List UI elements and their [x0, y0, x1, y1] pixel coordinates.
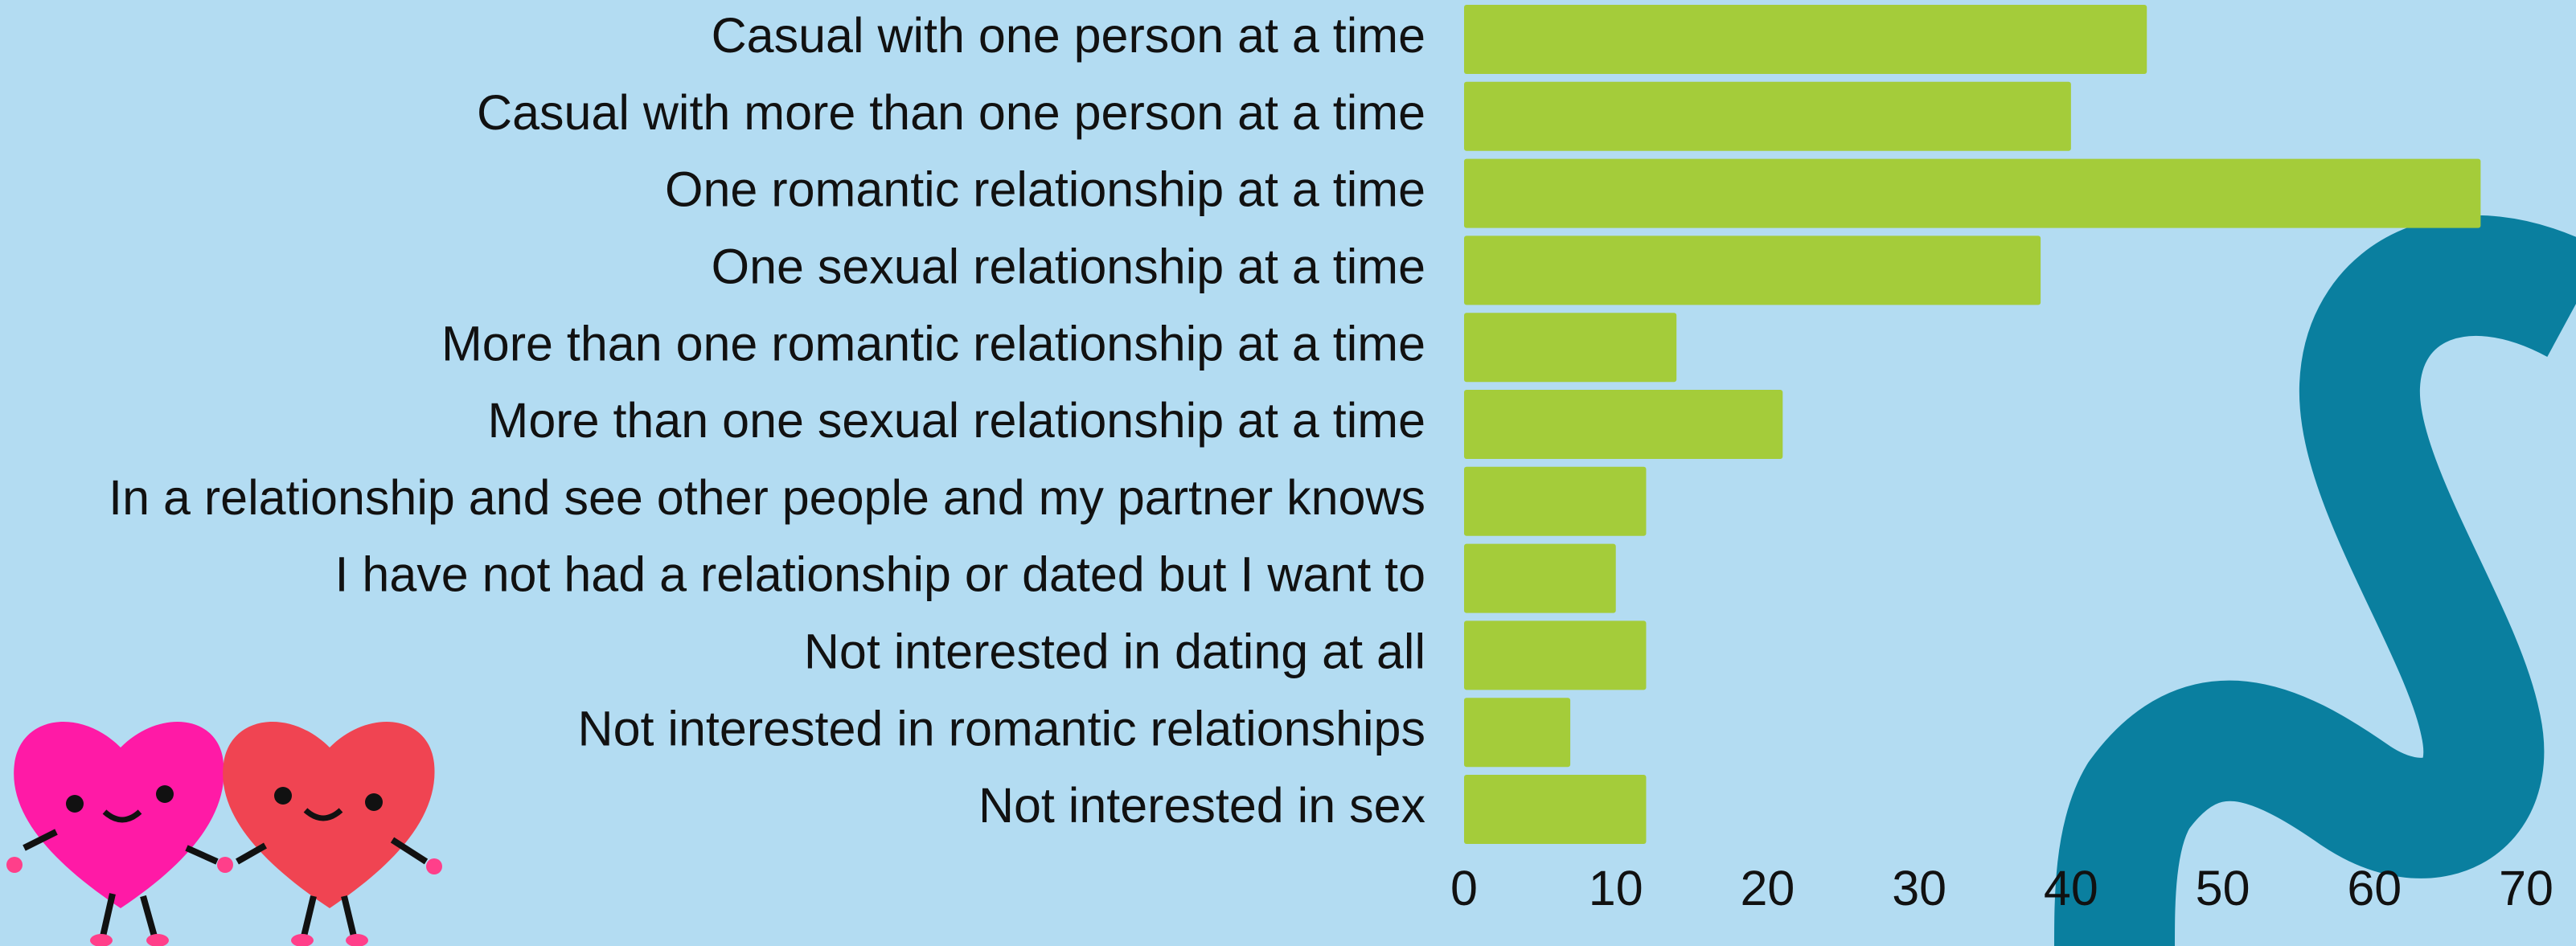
bar	[1464, 390, 1782, 459]
y-tick-label: I have not had a relationship or dated b…	[335, 547, 1425, 602]
x-tick-label: 40	[2044, 861, 2098, 915]
x-tick-label: 20	[1740, 861, 1795, 915]
x-tick-label: 50	[2196, 861, 2250, 915]
y-tick-label: One sexual relationship at a time	[712, 240, 1425, 294]
x-tick-label: 60	[2347, 861, 2402, 915]
y-tick-label: More than one romantic relationship at a…	[441, 316, 1425, 371]
bar	[1464, 698, 1570, 767]
chart: 0 10 20 30 40 50 60 70 Casual with one person at…	[0, 0, 2576, 946]
y-tick-label: Casual with more than one person at a ti…	[477, 85, 1425, 140]
bar	[1464, 159, 2480, 228]
y-tick-label: In a relationship and see other people a…	[109, 470, 1425, 525]
x-tick-label: 10	[1589, 861, 1643, 915]
y-tick-label: Casual with one person at a time	[712, 8, 1425, 63]
y-tick-label: Not interested in dating at all	[804, 625, 1425, 679]
bar	[1464, 313, 1676, 382]
bar	[1464, 467, 1646, 536]
bar	[1464, 5, 2147, 74]
x-tick-label: 70	[2499, 861, 2553, 915]
y-tick-label: Not interested in romantic relationships	[578, 701, 1425, 756]
y-tick-label: More than one sexual relationship at a t…	[488, 393, 1425, 448]
bar	[1464, 82, 2071, 151]
y-tick-label: One romantic relationship at a time	[665, 162, 1425, 217]
bar	[1464, 544, 1616, 613]
x-tick-label: 30	[1892, 861, 1946, 915]
y-tick-label: Not interested in sex	[978, 778, 1425, 833]
bar	[1464, 775, 1646, 844]
bar	[1464, 235, 2041, 305]
bar	[1464, 620, 1646, 690]
x-tick-label: 0	[1450, 861, 1478, 915]
